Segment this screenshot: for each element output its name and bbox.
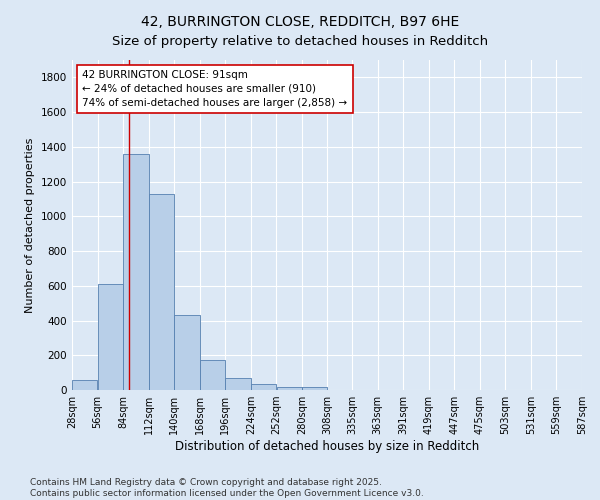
Bar [277, 386, 302, 390]
Bar [226, 378, 251, 390]
Bar [123, 154, 149, 390]
Bar [251, 384, 276, 390]
Bar [149, 194, 174, 390]
Y-axis label: Number of detached properties: Number of detached properties [25, 138, 35, 312]
Bar [175, 316, 200, 390]
Bar [72, 380, 97, 390]
Text: 42 BURRINGTON CLOSE: 91sqm
← 24% of detached houses are smaller (910)
74% of sem: 42 BURRINGTON CLOSE: 91sqm ← 24% of deta… [82, 70, 347, 108]
Text: Contains HM Land Registry data © Crown copyright and database right 2025.
Contai: Contains HM Land Registry data © Crown c… [30, 478, 424, 498]
Bar [302, 388, 328, 390]
Text: 42, BURRINGTON CLOSE, REDDITCH, B97 6HE: 42, BURRINGTON CLOSE, REDDITCH, B97 6HE [141, 15, 459, 29]
Text: Size of property relative to detached houses in Redditch: Size of property relative to detached ho… [112, 35, 488, 48]
Bar [98, 284, 123, 390]
X-axis label: Distribution of detached houses by size in Redditch: Distribution of detached houses by size … [175, 440, 479, 453]
Bar [200, 360, 225, 390]
